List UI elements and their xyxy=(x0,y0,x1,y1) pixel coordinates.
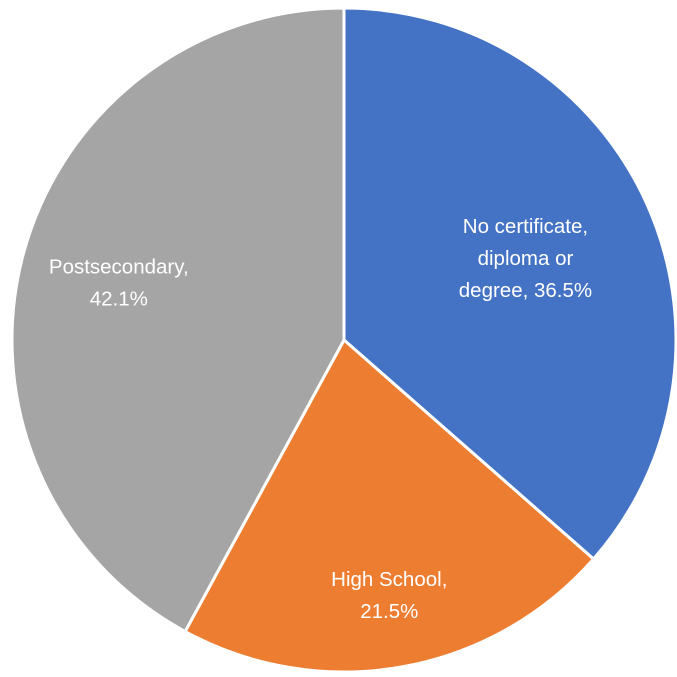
pie-slice-high-school xyxy=(183,338,596,674)
slice-label-line: 42.1% xyxy=(90,288,148,311)
pie-slice-no-certificate-diploma-or-degree xyxy=(342,6,677,561)
slice-label-line: diploma or xyxy=(478,247,574,270)
slice-label-postsecondary: Postsecondary, 42.1% xyxy=(49,256,189,311)
labels-layer: No certificate, diploma or degree, 36.5% Hi… xyxy=(49,215,592,623)
slice-label-line: High School, xyxy=(331,568,447,591)
slices-layer xyxy=(10,6,677,674)
slice-label-line: 21.5% xyxy=(360,600,418,623)
slice-label-line: No certificate, xyxy=(463,215,588,238)
slice-label-line: degree, 36.5% xyxy=(459,279,592,302)
slice-label-high-school: High School, 21.5% xyxy=(331,568,447,623)
slice-label-no-certificate-diploma-or-degree: No certificate, diploma or degree, 36.5% xyxy=(459,215,592,302)
pie-slice-postsecondary xyxy=(10,6,346,634)
slice-label-line: Postsecondary, xyxy=(49,256,189,279)
